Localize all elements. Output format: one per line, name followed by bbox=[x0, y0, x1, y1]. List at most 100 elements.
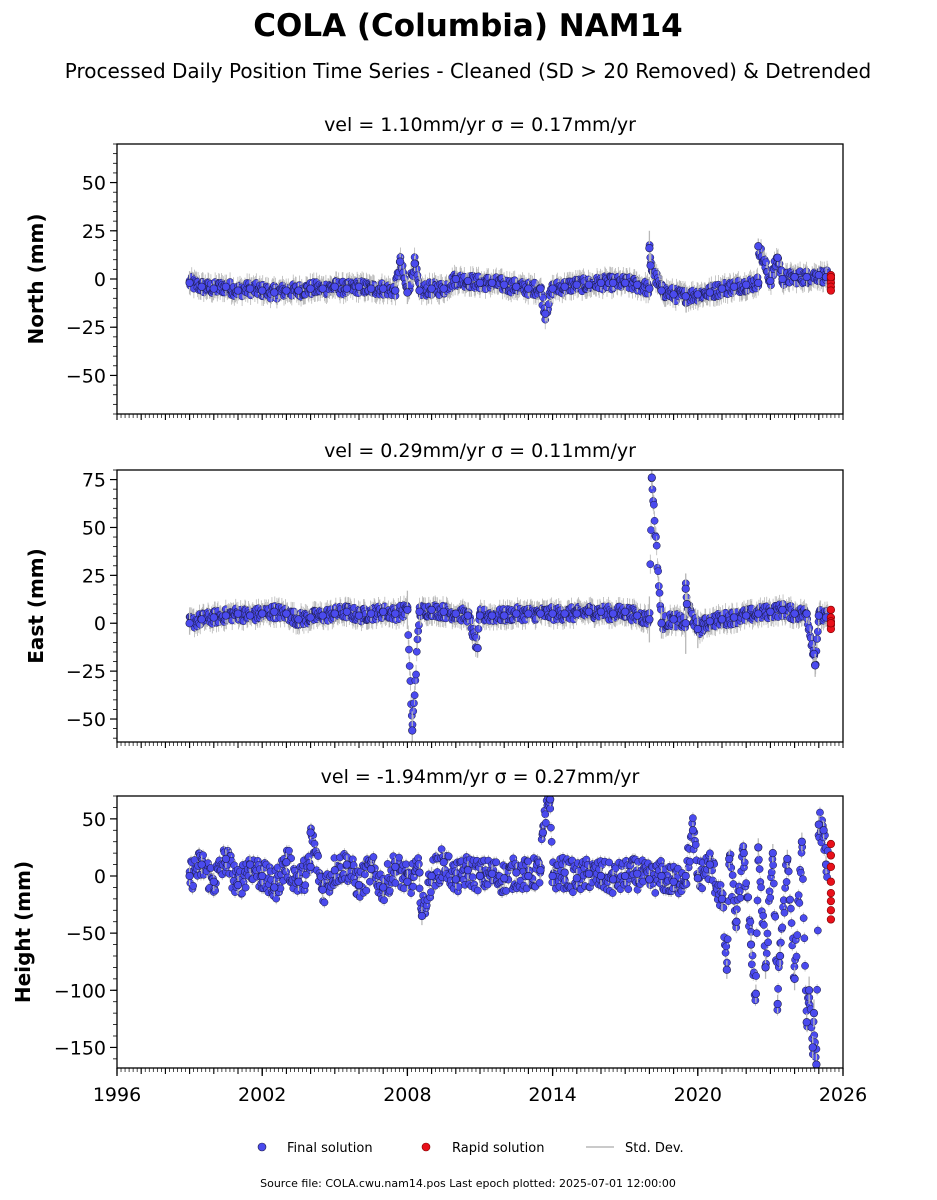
final-point bbox=[681, 619, 690, 628]
final-point bbox=[258, 609, 267, 618]
final-point bbox=[379, 607, 388, 616]
panel-2: vel = 0.29mm/yr σ = 0.11mm/yr East (mm) 75… bbox=[24, 440, 844, 748]
final-point bbox=[742, 611, 751, 620]
final-point bbox=[811, 661, 820, 670]
final-point bbox=[572, 609, 581, 618]
final-point bbox=[500, 280, 509, 289]
final-point bbox=[681, 292, 690, 301]
daily-point bbox=[189, 881, 197, 890]
series-final bbox=[185, 230, 831, 322]
final-point bbox=[488, 278, 497, 287]
daily-point bbox=[412, 647, 421, 656]
final-point bbox=[754, 242, 763, 251]
daily-point bbox=[474, 625, 483, 633]
figure-subtitle: Processed Daily Position Time Series - C… bbox=[65, 59, 871, 83]
final-point bbox=[646, 261, 655, 270]
final-point bbox=[270, 288, 279, 297]
final-point bbox=[463, 611, 473, 620]
final-point bbox=[584, 280, 594, 289]
daily-point bbox=[405, 662, 414, 670]
daily-point bbox=[314, 852, 322, 860]
final-point bbox=[306, 613, 315, 622]
final-point bbox=[766, 607, 775, 616]
y-tick-label: 0 bbox=[94, 269, 106, 291]
final-point bbox=[258, 286, 267, 295]
daily-point bbox=[361, 870, 369, 879]
final-point bbox=[282, 609, 291, 618]
plot-area bbox=[185, 230, 836, 330]
y-tick-label: −25 bbox=[66, 317, 106, 339]
daily-point bbox=[412, 670, 420, 679]
daily-point bbox=[805, 624, 814, 632]
daily-point bbox=[762, 258, 770, 267]
daily-point bbox=[301, 881, 310, 889]
plot-area bbox=[185, 470, 836, 742]
final-point bbox=[185, 278, 194, 287]
figure-title: COLA (Columbia) NAM14 bbox=[253, 8, 682, 44]
final-point bbox=[560, 282, 569, 291]
final-point bbox=[536, 284, 545, 293]
final-point bbox=[396, 257, 405, 266]
final-point bbox=[209, 613, 218, 622]
daily-point bbox=[410, 699, 418, 708]
y-tick-label: 50 bbox=[82, 517, 106, 539]
daily-point bbox=[211, 886, 220, 895]
final-point bbox=[463, 276, 473, 286]
y-tick-label: 25 bbox=[82, 221, 106, 243]
rapid-point bbox=[826, 619, 836, 628]
final-point bbox=[608, 609, 618, 618]
final-point bbox=[773, 253, 782, 262]
final-point bbox=[633, 280, 642, 289]
final-point bbox=[693, 290, 702, 299]
final-point bbox=[645, 244, 654, 253]
final-point bbox=[500, 611, 509, 620]
final-point bbox=[367, 284, 376, 293]
daily-point bbox=[285, 846, 293, 855]
final-point bbox=[185, 619, 194, 628]
daily-point bbox=[241, 883, 250, 892]
daily-point bbox=[395, 853, 403, 862]
daily-point bbox=[654, 582, 663, 590]
y-axis-label: North (mm) bbox=[24, 213, 48, 344]
final-point bbox=[681, 584, 690, 593]
final-point bbox=[221, 282, 230, 291]
y-axis-label: Height (mm) bbox=[11, 861, 35, 1003]
daily-point bbox=[813, 635, 821, 643]
final-point bbox=[391, 286, 400, 295]
final-point bbox=[451, 274, 460, 284]
final-point bbox=[294, 615, 303, 624]
plot-area bbox=[185, 796, 836, 1068]
final-point bbox=[645, 615, 654, 624]
final-point bbox=[596, 607, 606, 616]
final-point bbox=[682, 599, 692, 609]
final-point bbox=[790, 272, 799, 282]
series-rapid bbox=[826, 605, 836, 634]
final-point bbox=[705, 617, 715, 626]
final-point bbox=[669, 290, 678, 299]
daily-point bbox=[383, 860, 392, 868]
final-point bbox=[766, 276, 775, 286]
final-point bbox=[221, 611, 230, 620]
y-tick-label: 25 bbox=[82, 565, 106, 587]
final-point bbox=[379, 284, 388, 293]
panel-3: vel = -1.94mm/yr σ = 0.27mm/yr Height (mm… bbox=[11, 766, 867, 1106]
final-point bbox=[367, 609, 376, 618]
daily-point bbox=[366, 877, 374, 886]
final-point bbox=[608, 278, 618, 287]
final-point bbox=[814, 271, 823, 280]
final-point bbox=[233, 609, 243, 618]
final-point bbox=[330, 282, 339, 291]
final-point bbox=[790, 609, 799, 618]
final-point bbox=[427, 605, 436, 614]
daily-point bbox=[385, 886, 394, 895]
final-point bbox=[403, 605, 412, 614]
final-point bbox=[560, 609, 569, 618]
daily-point bbox=[652, 533, 660, 541]
final-point bbox=[427, 284, 436, 293]
daily-point bbox=[654, 567, 662, 576]
final-point bbox=[742, 280, 751, 289]
daily-point bbox=[409, 707, 418, 716]
final-point bbox=[621, 607, 630, 616]
final-point bbox=[548, 284, 557, 293]
panel-title: vel = 1.10mm/yr σ = 0.17mm/yr bbox=[324, 114, 636, 136]
